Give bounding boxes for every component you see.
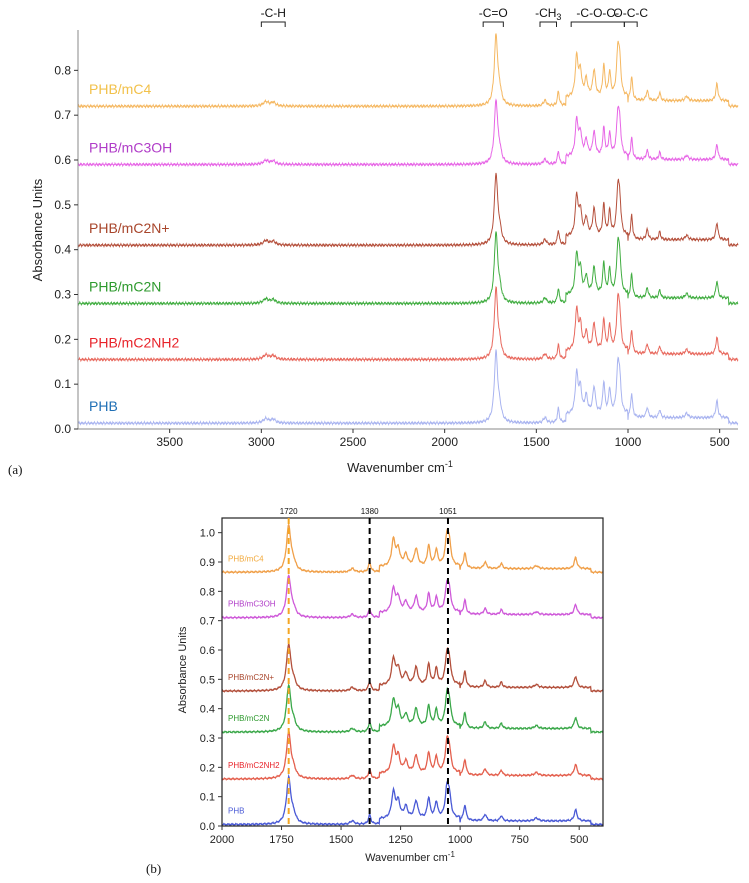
series-line-phb-mc4 xyxy=(77,33,739,110)
panel-b: 1720 1380 1051 2000 1750 1500 1250 1000 750 500 … xyxy=(146,507,604,876)
y-tick-label: 0.3 xyxy=(200,733,215,745)
panel-a: 3500 3000 2500 2000 1500 1000 500 0.0 0.1 0.2 0.3… xyxy=(8,6,739,477)
x-tick-label: 1750 xyxy=(269,834,293,846)
y-tick-label: 0.2 xyxy=(200,762,215,774)
reference-line-label: 1720 xyxy=(280,507,298,516)
series-line-phb-mc4 xyxy=(221,523,604,575)
y-tick-label: 0.5 xyxy=(54,198,71,212)
panel-b-label: (b) xyxy=(146,861,161,876)
panel-a-series-labels: PHB PHB/mC2NH2 PHB/mC2N PHB/mC2N+ PHB/mC3OH P… xyxy=(89,81,179,414)
x-tick-label: 1000 xyxy=(615,435,642,449)
panel-b-x-ticks: 2000 1750 1500 1250 1000 750 500 xyxy=(210,826,588,846)
band-bracket xyxy=(482,21,504,27)
band-label: -C=O xyxy=(479,6,508,20)
panel-a-x-axis-label: Wavenumber cm-1 xyxy=(347,459,453,475)
band-bracket xyxy=(623,21,638,27)
x-tick-label: 2500 xyxy=(340,435,367,449)
band-label: -CH3 xyxy=(535,6,561,22)
reference-line-label: 1380 xyxy=(361,507,379,516)
band-bracket xyxy=(539,21,557,27)
x-tick-label: 500 xyxy=(570,834,588,846)
series-label: PHB/mC2N+ xyxy=(89,220,170,236)
x-tick-label: 1000 xyxy=(448,834,472,846)
series-line-phb-mc2n- xyxy=(221,641,604,693)
band-label: -C-H xyxy=(261,6,286,20)
x-tick-label: 1250 xyxy=(388,834,412,846)
series-line-phb-mc2nh2 xyxy=(77,286,739,363)
y-tick-label: 0.2 xyxy=(54,332,71,346)
x-tick-label: 2000 xyxy=(431,435,458,449)
panel-b-series-labels: PHB PHB/mC2NH2 PHB/mC2N PHB/mC2N+ PHB/mC3OH P… xyxy=(228,554,280,815)
series-label: PHB/mC3OH xyxy=(228,600,276,609)
y-tick-label: 0.1 xyxy=(200,792,215,804)
x-tick-label: 1500 xyxy=(329,834,353,846)
y-tick-label: 0.1 xyxy=(54,377,71,391)
band-bracket xyxy=(570,21,625,27)
panel-b-x-axis-label: Wavenumber cm-1 xyxy=(365,850,455,864)
panel-a-label: (a) xyxy=(8,462,22,477)
panel-a-y-axis-label: Absorbance Units xyxy=(30,178,45,281)
series-line-phb-mc3oh xyxy=(221,574,604,620)
y-tick-label: 0.0 xyxy=(200,821,215,833)
series-label: PHB xyxy=(89,398,118,414)
y-tick-label: 0.5 xyxy=(200,674,215,686)
series-line-phb-mc2n xyxy=(221,683,604,734)
x-tick-label: 750 xyxy=(510,834,528,846)
series-line-phb-mc2nh2 xyxy=(221,730,604,781)
x-tick-label: 3000 xyxy=(248,435,275,449)
y-tick-label: 0.6 xyxy=(200,645,215,657)
y-tick-label: 0.3 xyxy=(54,288,71,302)
panel-b-plot-area xyxy=(221,523,604,827)
series-label: PHB/mC4 xyxy=(89,81,151,97)
series-line-phb-mc2n- xyxy=(77,172,739,249)
panel-b-y-ticks: 0.0 0.1 0.2 0.3 0.4 0.5 0.6 0.7 0.8 0.9 1.0 xyxy=(200,528,222,833)
series-line-phb xyxy=(221,773,604,827)
series-label: PHB/mC2N xyxy=(89,278,161,294)
x-tick-label: 3500 xyxy=(156,435,183,449)
reference-line-label: 1051 xyxy=(439,507,457,516)
y-tick-label: 0.4 xyxy=(54,243,71,257)
series-label: PHB xyxy=(228,807,244,816)
y-tick-label: 0.7 xyxy=(54,108,71,122)
y-tick-label: 1.0 xyxy=(200,528,215,540)
panel-a-plot-area xyxy=(77,33,739,427)
y-tick-label: 0.8 xyxy=(54,63,71,77)
series-label: PHB/mC4 xyxy=(228,554,264,563)
band-label: -C-O-C- xyxy=(576,6,619,20)
band-label: O-C-C xyxy=(613,6,648,20)
y-tick-label: 0.0 xyxy=(54,422,71,436)
y-tick-label: 0.6 xyxy=(54,153,71,167)
y-tick-label: 0.9 xyxy=(200,557,215,569)
panel-a-y-ticks: 0.0 0.1 0.2 0.3 0.4 0.5 0.6 0.7 0.8 xyxy=(54,63,78,436)
panel-b-y-axis-label: Absorbance Units xyxy=(177,626,189,713)
x-tick-label: 2000 xyxy=(210,834,234,846)
series-label: PHB/mC2N xyxy=(228,714,270,723)
panel-b-reference-lines: 1720 1380 1051 xyxy=(280,507,457,826)
band-bracket xyxy=(260,21,286,27)
y-tick-label: 0.7 xyxy=(200,616,215,628)
series-label: PHB/mC2N+ xyxy=(228,673,274,682)
panel-a-band-annotations: -C-H -C=O -CH3 -C-O-C-O-C-C xyxy=(260,6,648,27)
x-tick-label: 1500 xyxy=(523,435,550,449)
series-label: PHB/mC2NH2 xyxy=(89,335,179,351)
y-tick-label: 0.4 xyxy=(200,704,215,716)
series-label: PHB/mC2NH2 xyxy=(228,761,280,770)
series-line-phb-mc3oh xyxy=(77,98,739,168)
panel-b-frame xyxy=(221,517,604,827)
panel-a-x-ticks: 3500 3000 2500 2000 1500 1000 500 xyxy=(156,429,730,449)
series-line-phb xyxy=(77,349,739,427)
y-tick-label: 0.8 xyxy=(200,586,215,598)
x-tick-label: 500 xyxy=(710,435,730,449)
series-label: PHB/mC3OH xyxy=(89,139,172,155)
series-line-phb-mc2n xyxy=(77,231,739,307)
